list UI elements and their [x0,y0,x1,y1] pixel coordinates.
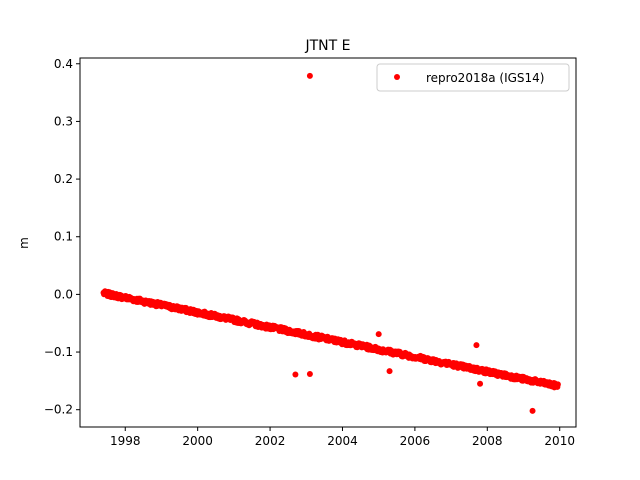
legend-marker [394,74,400,80]
outlier-point [292,371,299,378]
x-tick-label: 2002 [255,434,286,448]
points-layer [100,72,561,414]
outlier-point [306,72,313,79]
outlier-point [529,407,536,414]
x-tick-label: 1998 [110,434,141,448]
outlier-point [477,380,484,387]
y-axis: −0.2 −0.1 0.0 0.1 0.2 0.3 0.4 [44,57,80,417]
legend: repro2018a (IGS14) [376,63,570,92]
outlier-point [386,368,393,375]
y-tick-label: −0.1 [44,345,73,359]
data-point [554,381,561,388]
x-tick-label: 2008 [472,434,503,448]
legend-label: repro2018a (IGS14) [426,71,544,85]
y-tick-label: −0.2 [44,403,73,417]
x-tick-label: 2006 [400,434,431,448]
y-tick-label: 0.4 [54,57,73,71]
y-tick-label: 0.1 [54,230,73,244]
outlier-point [306,370,313,377]
outlier-point [375,331,382,338]
plot-area-frame [79,57,577,428]
chart-title: JTNT E [304,38,350,54]
y-tick-label: 0.3 [54,114,73,128]
y-tick-label: 0.0 [54,287,73,301]
x-tick-label: 2000 [182,434,213,448]
outlier-point [473,342,480,349]
x-axis: 1998 2000 2002 2004 2006 2008 2010 [110,427,575,448]
y-axis-label: m [17,237,31,249]
x-tick-label: 2010 [544,434,575,448]
y-tick-label: 0.2 [54,172,73,186]
legend-frame [376,63,570,92]
x-tick-label: 2004 [327,434,358,448]
